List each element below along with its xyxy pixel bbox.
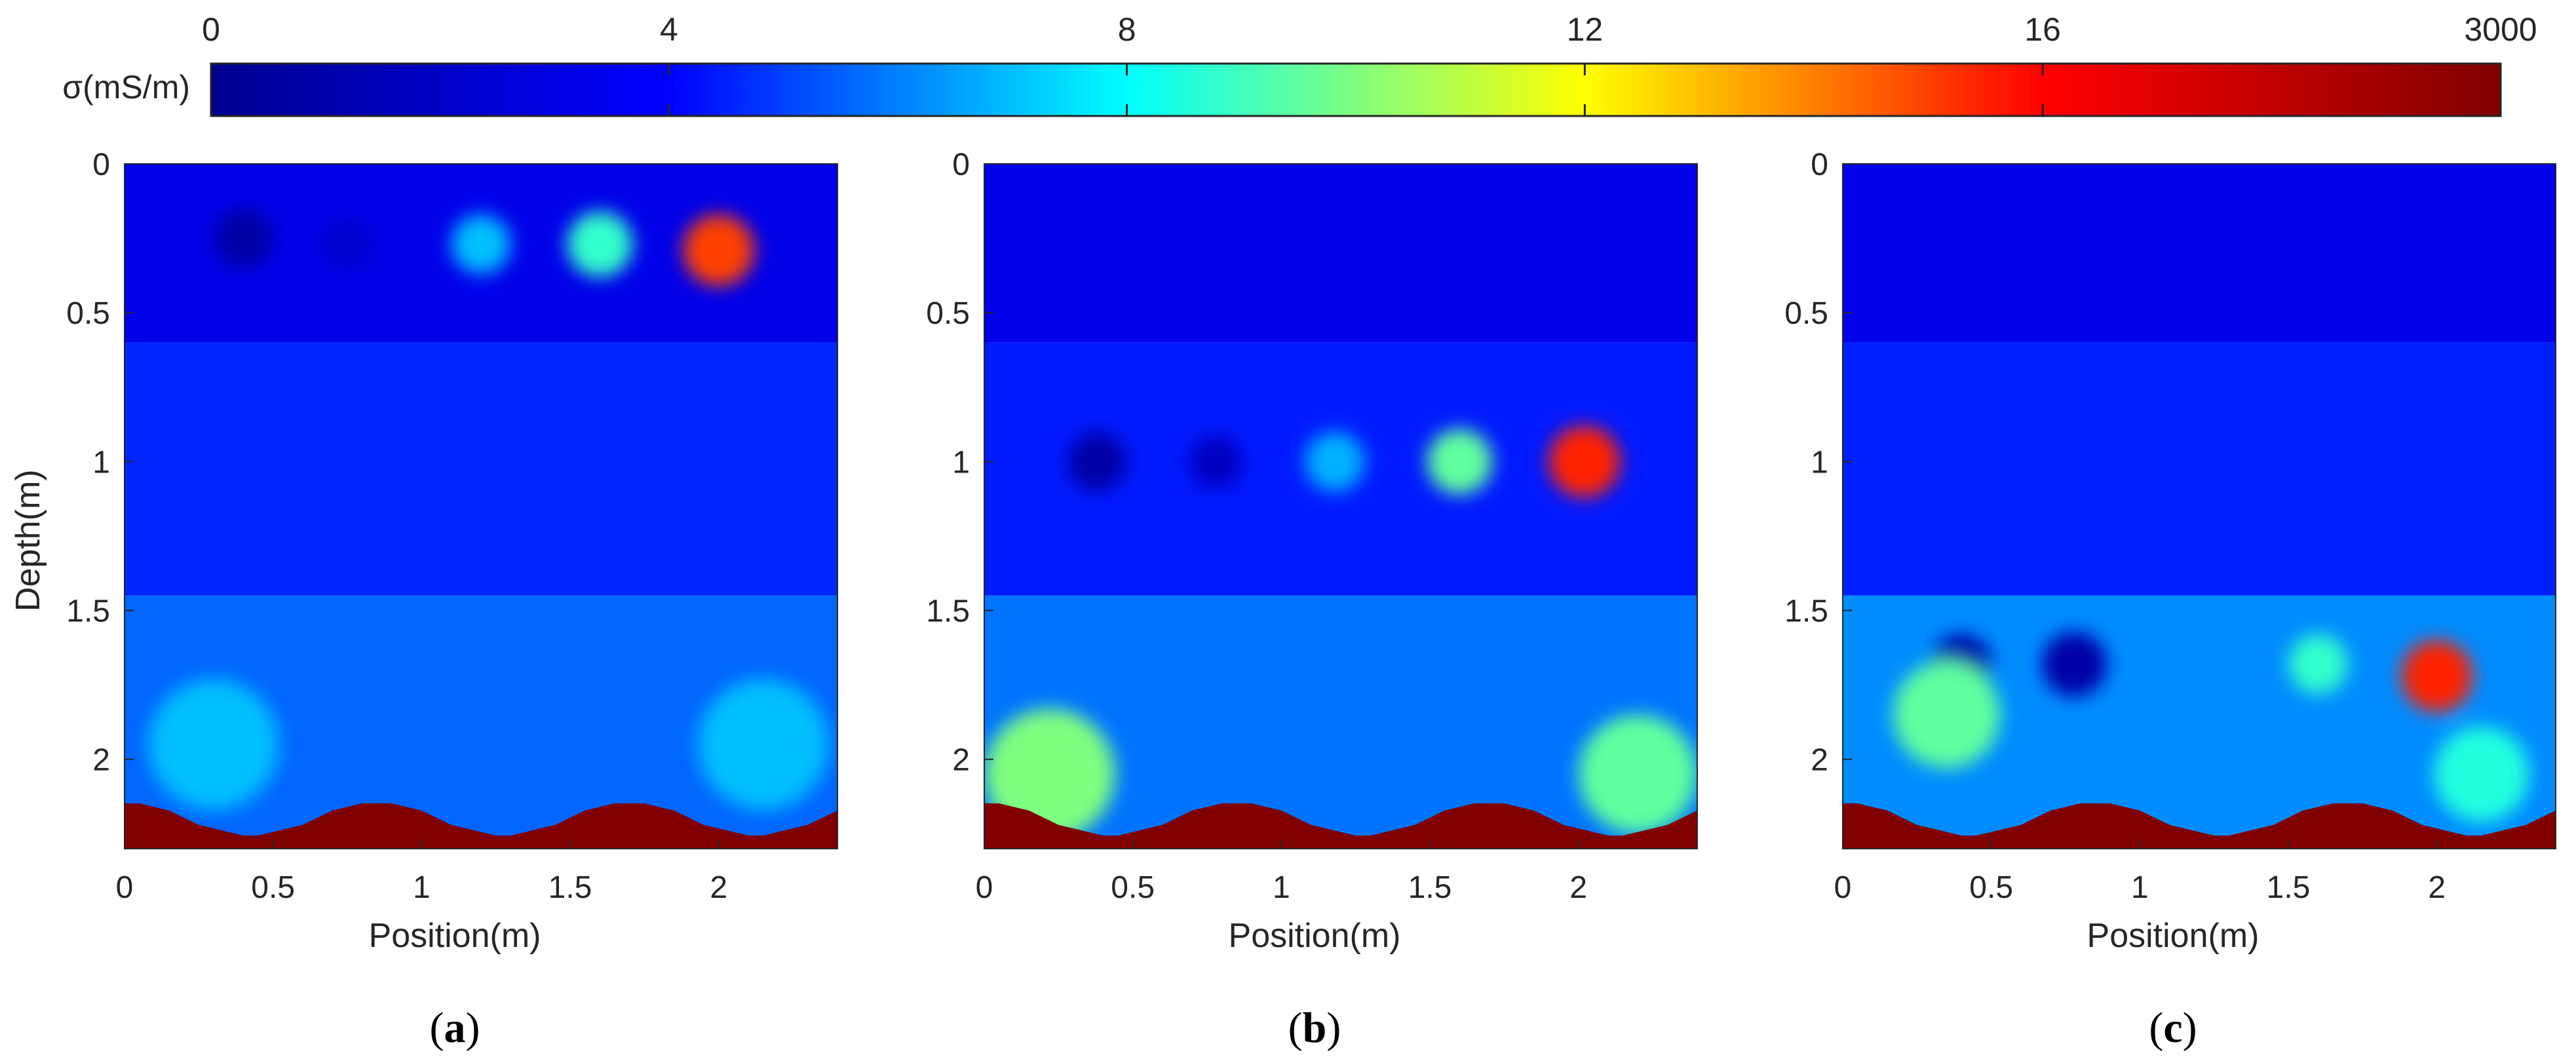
anomaly-mark: [1548, 425, 1621, 497]
base-layer: [125, 803, 837, 849]
anomaly-mark: [320, 217, 374, 271]
y-tick-label: 0: [1811, 147, 1828, 182]
conductivity-layer: [1843, 164, 2556, 343]
x-axis-label: Position(m): [1229, 917, 1401, 955]
x-tick-label: 1.5: [2267, 870, 2311, 905]
panel-b: 0 0.5 1 1.5 2 0 0.5 1 1.5 2 Position(m) (b): [926, 147, 1698, 1052]
axes-frame: [984, 163, 1698, 849]
anomaly-mark: [984, 708, 1115, 840]
y-tick-label: 1.5: [1784, 594, 1828, 629]
panel-label: (a): [430, 1004, 480, 1052]
anomaly-mark: [567, 211, 633, 277]
y-tick-label: 0.5: [926, 296, 970, 331]
panel-a: 0 0.5 1 1.5 2 0 0.5 1 1.5 2 Position(m) Depth(m) (a): [9, 147, 838, 1052]
x-tick-label: 1: [413, 870, 431, 905]
anomaly-mark: [1427, 429, 1493, 495]
anomaly-mark: [148, 679, 279, 810]
anomaly-mark: [2288, 634, 2348, 694]
y-tick-label: 0: [952, 147, 970, 182]
base-layer: [1843, 803, 2556, 849]
x-tick-label: 1.5: [548, 870, 592, 905]
anomaly-mark: [214, 208, 273, 269]
anomaly-mark: [451, 214, 511, 275]
x-axis-label: Position(m): [369, 917, 541, 955]
y-tick-label: 1: [92, 445, 110, 480]
conductivity-layer: [984, 164, 1697, 343]
panel-c: 0 0.5 1 1.5 2 0 0.5 1 1.5 2 Position(m) (c): [1784, 147, 2556, 1052]
anomaly-mark: [1893, 661, 2001, 769]
x-tick-label: 0: [1834, 870, 1852, 905]
colorbar-tick-label: 12: [1567, 11, 1604, 48]
anomaly-mark: [2041, 631, 2107, 697]
anomaly-mark: [1578, 714, 1697, 834]
y-tick-label: 1.5: [926, 594, 970, 629]
colorbar-gradient: [210, 62, 2502, 117]
anomaly-mark: [1189, 434, 1243, 489]
y-tick-label: 0: [92, 147, 110, 182]
anomaly-mark: [2401, 640, 2473, 712]
anomaly-mark: [1305, 431, 1365, 492]
x-axis-label: Position(m): [2087, 917, 2259, 955]
y-tick-label: 1: [1811, 445, 1828, 480]
anomaly-mark: [2434, 726, 2529, 822]
x-tick-label: 0: [116, 870, 134, 905]
colorbar: σ(mS/m) 0 4 8 12 16 3000: [62, 11, 2537, 117]
y-tick-label: 1.5: [66, 594, 110, 629]
colorbar-tick-label: 3000: [2464, 11, 2537, 48]
panel-label: (c): [2149, 1004, 2197, 1052]
anomaly-mark: [697, 679, 829, 810]
x-tick-label: 0.5: [251, 870, 295, 905]
x-tick-label: 2: [1569, 870, 1587, 905]
y-tick-label: 0.5: [1784, 296, 1828, 331]
axes-frame: [1842, 163, 2556, 849]
colorbar-tick-label: 4: [660, 11, 678, 48]
colorbar-tick-label: 16: [2024, 11, 2061, 48]
colorbar-label: σ(mS/m): [62, 69, 190, 106]
conductivity-layer: [1843, 342, 2556, 596]
colorbar-tick-label: 0: [202, 11, 220, 48]
x-tick-label: 1: [2131, 870, 2149, 905]
axes-frame: [124, 163, 838, 849]
colorbar-tick-label: 8: [1118, 11, 1136, 48]
x-tick-label: 1.5: [1408, 870, 1452, 905]
conductivity-layer: [125, 342, 837, 596]
x-tick-label: 0.5: [1111, 870, 1155, 905]
x-tick-label: 2: [2428, 870, 2446, 905]
y-tick-label: 0.5: [66, 296, 110, 331]
x-tick-label: 0.5: [1969, 870, 2013, 905]
anomaly-mark: [683, 214, 755, 286]
y-tick-label: 2: [952, 743, 970, 778]
x-tick-label: 2: [710, 870, 727, 905]
y-tick-label: 2: [1811, 743, 1828, 778]
x-tick-label: 0: [976, 870, 993, 905]
panel-label: (b): [1288, 1004, 1341, 1052]
base-layer: [984, 803, 1697, 849]
y-axis-label: Depth(m): [9, 469, 47, 611]
x-tick-label: 1: [1273, 870, 1290, 905]
y-tick-label: 2: [92, 743, 110, 778]
anomaly-mark: [1067, 431, 1127, 492]
y-tick-label: 1: [952, 445, 970, 480]
